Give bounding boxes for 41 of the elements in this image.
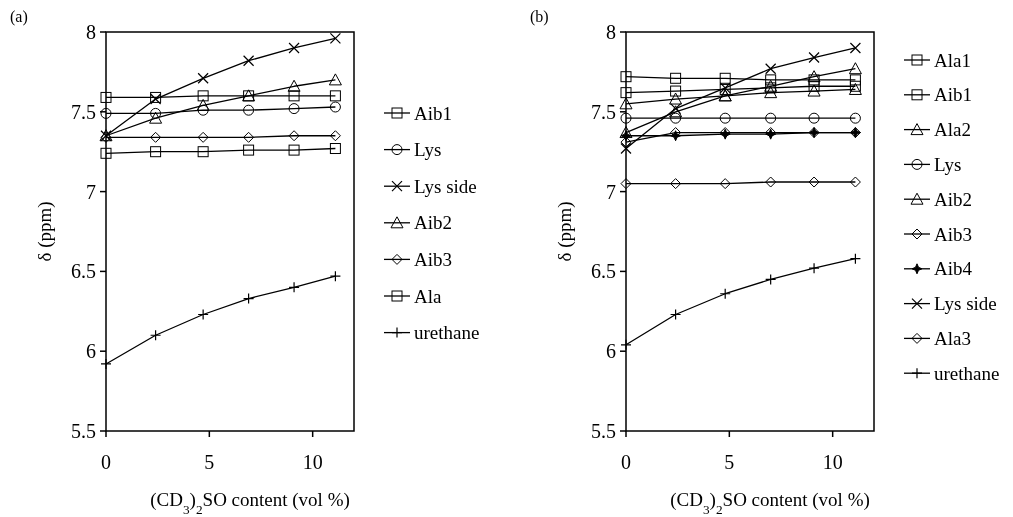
legend-label: Ala2 xyxy=(934,119,971,141)
legend-label: Lys side xyxy=(414,175,477,197)
legend-label: Ala1 xyxy=(934,49,971,71)
legend-label: Ala xyxy=(414,285,442,307)
legend-label: Aib2 xyxy=(414,212,452,234)
x-tick-label: 5 xyxy=(724,451,735,473)
legend-label: Aib3 xyxy=(934,223,972,245)
chart-title: (a) xyxy=(10,8,28,26)
legend-label: urethane xyxy=(934,362,1000,384)
y-tick-label: 6.5 xyxy=(591,260,616,283)
x-axis-title: (CD$_{3}$)$_{2}$SO content (vol %) xyxy=(670,489,870,517)
y-tick-label: 8 xyxy=(606,21,616,43)
y-tick-label: 7 xyxy=(86,180,96,203)
x-axis-title: (CD$_{3}$)$_{2}$SO content (vol %) xyxy=(150,489,350,517)
y-tick-label: 8 xyxy=(86,21,96,43)
y-tick-label: 7.5 xyxy=(591,100,616,123)
legend-label: Aib1 xyxy=(414,102,452,124)
legend-label: urethane xyxy=(414,322,480,344)
legend-label: Lys xyxy=(414,139,442,161)
y-tick-label: 5.5 xyxy=(71,420,96,442)
y-axis-title: δ (ppm) xyxy=(34,201,56,262)
x-tick-label: 10 xyxy=(822,451,843,473)
x-tick-label: 10 xyxy=(302,451,323,473)
y-tick-label: 6 xyxy=(86,340,96,363)
chart-title: (b) xyxy=(530,8,549,26)
legend-label: Aib3 xyxy=(414,249,452,271)
x-tick-label: 0 xyxy=(101,451,111,473)
legend-label: Aib2 xyxy=(934,188,972,210)
y-tick-label: 6 xyxy=(606,340,616,363)
y-tick-label: 7.5 xyxy=(71,100,96,123)
legend-label: Aib4 xyxy=(934,258,973,280)
legend-label: Aib1 xyxy=(934,84,972,106)
y-axis-title: δ (ppm) xyxy=(554,201,576,262)
legend-label: Lys xyxy=(934,154,962,176)
y-tick-label: 6.5 xyxy=(71,260,96,283)
y-tick-label: 5.5 xyxy=(591,420,616,442)
legend-label: Lys side xyxy=(934,293,997,315)
x-tick-label: 5 xyxy=(204,451,215,473)
legend-label: Ala3 xyxy=(934,328,971,350)
y-tick-label: 7 xyxy=(606,180,616,203)
x-tick-label: 0 xyxy=(621,451,631,473)
